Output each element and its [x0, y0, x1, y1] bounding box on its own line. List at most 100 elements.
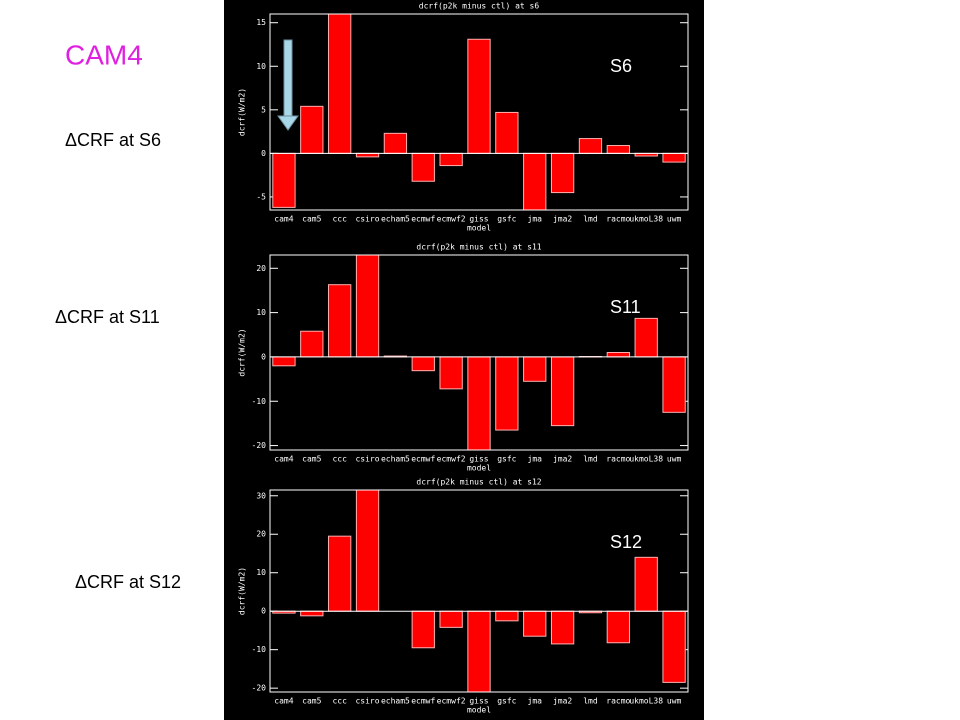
y-tick-label: -20 — [252, 684, 267, 693]
y-axis-label: dcrf(W/m2) — [238, 328, 247, 376]
x-tick-label: ecmwf — [411, 455, 435, 464]
chart-panel — [224, 0, 704, 720]
chart-title: dcrf(p2k minus ctl) at s6 — [419, 2, 540, 11]
x-tick-label: giss — [469, 697, 488, 706]
x-tick-label: uwm — [667, 215, 682, 224]
x-tick-label: giss — [469, 455, 488, 464]
y-tick-label: 30 — [256, 491, 266, 500]
bar — [634, 556, 658, 612]
x-tick-label: jma2 — [553, 215, 572, 224]
x-tick-label: csiro — [355, 215, 379, 224]
x-tick-label: ecmwf2 — [437, 215, 466, 224]
bar — [550, 152, 575, 194]
x-tick-label: jma2 — [553, 455, 572, 464]
y-tick-label: -5 — [256, 192, 266, 201]
x-tick-label: cam5 — [302, 455, 321, 464]
bars — [272, 255, 686, 450]
x-tick-label: ccc — [332, 215, 347, 224]
bar — [383, 132, 408, 154]
x-tick-label: cam4 — [274, 697, 293, 706]
bar — [439, 610, 463, 628]
bar — [467, 38, 491, 154]
bar — [272, 356, 296, 367]
x-tick-label: cam5 — [302, 697, 321, 706]
bar — [550, 356, 575, 427]
x-tick-label: lmd — [583, 215, 598, 224]
x-tick-label: racmo — [606, 455, 630, 464]
x-tick-label: ukmoL38 — [629, 215, 663, 224]
bar — [523, 152, 547, 210]
y-tick-label: -10 — [252, 397, 267, 406]
x-tick-label: echam5 — [381, 455, 410, 464]
bar — [578, 138, 603, 154]
bar — [328, 14, 352, 154]
x-axis-label: model — [467, 464, 491, 473]
x-tick-label: gsfc — [497, 215, 516, 224]
x-tick-label: ccc — [332, 455, 347, 464]
bar — [300, 105, 324, 154]
bar — [272, 152, 296, 208]
y-tick-label: 10 — [256, 308, 266, 317]
x-tick-label: uwm — [667, 697, 682, 706]
x-tick-label: jma — [528, 455, 543, 464]
x-tick-label: cam4 — [274, 455, 293, 464]
x-tick-label: echam5 — [381, 697, 410, 706]
y-tick-label: 10 — [256, 568, 266, 577]
bar — [550, 610, 575, 645]
bar — [328, 535, 352, 612]
bar — [439, 152, 463, 167]
x-tick-label: ccc — [332, 697, 347, 706]
x-tick-label: jma — [528, 697, 543, 706]
bar — [300, 610, 324, 617]
y-tick-label: 0 — [261, 352, 266, 361]
x-tick-label: gsfc — [497, 697, 516, 706]
bars — [272, 490, 686, 692]
y-tick-label: 15 — [256, 18, 266, 27]
bar — [523, 610, 547, 637]
x-tick-label: uwm — [667, 455, 682, 464]
x-tick-label: ukmoL38 — [629, 455, 663, 464]
chart-title: dcrf(p2k minus ctl) at s12 — [416, 478, 541, 487]
x-tick-label: ecmwf — [411, 215, 435, 224]
bar — [467, 356, 491, 450]
bar — [328, 284, 352, 358]
bar — [300, 330, 324, 358]
slide-label: ΔCRF at S12 — [75, 572, 181, 592]
bar — [411, 152, 435, 182]
slide-title: CAM4 — [65, 39, 143, 70]
bar — [411, 610, 435, 649]
y-axis-label: dcrf(W/m2) — [238, 88, 247, 136]
x-tick-label: cam5 — [302, 215, 321, 224]
y-tick-label: -20 — [252, 441, 267, 450]
bar — [495, 111, 519, 154]
x-tick-label: ecmwf2 — [437, 455, 466, 464]
y-tick-label: 10 — [256, 62, 266, 71]
bar — [606, 610, 630, 644]
bar — [495, 356, 519, 431]
y-axis-label: dcrf(W/m2) — [238, 567, 247, 615]
x-tick-label: ecmwf — [411, 697, 435, 706]
x-tick-label: ecmwf2 — [437, 697, 466, 706]
plot-frame — [269, 489, 689, 693]
x-axis-label: model — [467, 224, 491, 233]
y-tick-label: 20 — [256, 530, 266, 539]
bar — [662, 610, 686, 683]
y-tick-label: 20 — [256, 264, 266, 273]
annotation: S11 — [610, 297, 641, 317]
bar — [467, 610, 491, 692]
annotation: S12 — [610, 532, 642, 552]
x-tick-label: racmo — [606, 215, 630, 224]
x-tick-label: racmo — [606, 697, 630, 706]
y-tick-label: 5 — [261, 105, 266, 114]
bar — [606, 145, 630, 154]
plot-frame — [269, 13, 689, 211]
arrow — [277, 39, 299, 131]
slide-label: ΔCRF at S6 — [65, 130, 161, 150]
x-tick-label: jma2 — [553, 697, 572, 706]
x-tick-label: ukmoL38 — [629, 697, 663, 706]
chart-title: dcrf(p2k minus ctl) at s11 — [416, 243, 541, 252]
x-tick-label: gsfc — [497, 455, 516, 464]
annotation: S6 — [610, 56, 632, 76]
x-tick-label: lmd — [583, 455, 598, 464]
